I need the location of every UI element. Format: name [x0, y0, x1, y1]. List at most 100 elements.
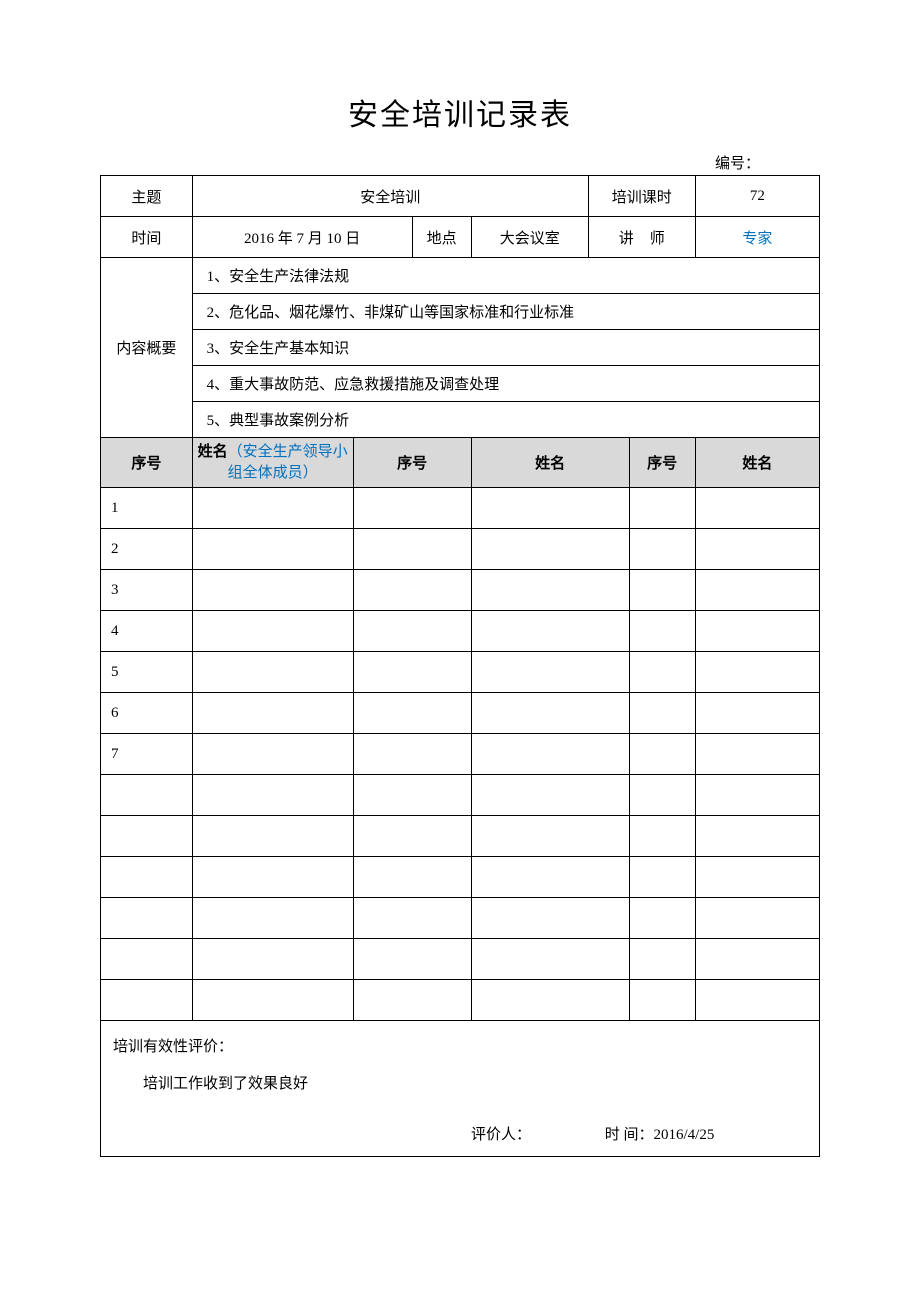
- row-seq: [353, 775, 471, 816]
- row-seq: [353, 980, 471, 1021]
- evaluation-time-value: 2016/4/25: [654, 1127, 715, 1144]
- row-seq: [629, 570, 695, 611]
- row-seq: [353, 693, 471, 734]
- header-seq-3: 序号: [629, 438, 695, 488]
- row-name: [695, 980, 819, 1021]
- evaluation-footer: 评价人： 时 间：2016/4/25: [471, 1123, 799, 1144]
- topic-value: 安全培训: [192, 176, 588, 217]
- content-item-1: 1、安全生产法律法规: [192, 258, 819, 294]
- time-label: 时间: [101, 217, 193, 258]
- row-name: [471, 570, 629, 611]
- row-seq: [353, 529, 471, 570]
- row-name: [471, 980, 629, 1021]
- place-label: 地点: [412, 217, 471, 258]
- row-seq: [353, 734, 471, 775]
- header-seq-2: 序号: [353, 438, 471, 488]
- row-seq: [353, 488, 471, 529]
- row-seq: [353, 857, 471, 898]
- row-seq: [353, 652, 471, 693]
- row-seq: 7: [101, 734, 193, 775]
- row-name: [471, 857, 629, 898]
- lecturer-label: 讲师: [588, 217, 695, 258]
- row-seq: [629, 980, 695, 1021]
- row-seq: [629, 652, 695, 693]
- time-value: 2016 年 7 月 10 日: [192, 217, 412, 258]
- row-name: [695, 816, 819, 857]
- lecturer-value: 专家: [695, 217, 819, 258]
- row-name: [192, 857, 353, 898]
- row-name: [471, 529, 629, 570]
- row-seq: [353, 570, 471, 611]
- row-seq: 3: [101, 570, 193, 611]
- row-seq: [101, 816, 193, 857]
- row-seq: [629, 816, 695, 857]
- page-title: 安全培训记录表: [100, 90, 820, 134]
- row-name: [471, 775, 629, 816]
- row-seq: [629, 529, 695, 570]
- row-name: [471, 693, 629, 734]
- row-seq: 5: [101, 652, 193, 693]
- row-seq: [101, 857, 193, 898]
- row-name: [192, 775, 353, 816]
- row-name: [471, 898, 629, 939]
- row-seq: 6: [101, 693, 193, 734]
- content-item-3: 3、安全生产基本知识: [192, 330, 819, 366]
- row-seq: [629, 775, 695, 816]
- row-seq: [629, 488, 695, 529]
- row-name: [695, 570, 819, 611]
- row-seq: [101, 775, 193, 816]
- row-name: [192, 611, 353, 652]
- row-name: [192, 816, 353, 857]
- row-seq: [101, 939, 193, 980]
- row-seq: [629, 611, 695, 652]
- place-value: 大会议室: [471, 217, 588, 258]
- header-name-3: 姓名: [695, 438, 819, 488]
- doc-number-label: 编号：: [100, 152, 820, 173]
- row-name: [192, 980, 353, 1021]
- content-item-5: 5、典型事故案例分析: [192, 402, 819, 438]
- row-seq: 4: [101, 611, 193, 652]
- row-name: [192, 734, 353, 775]
- row-seq: 2: [101, 529, 193, 570]
- row-seq: [101, 898, 193, 939]
- row-name: [695, 693, 819, 734]
- row-seq: [101, 980, 193, 1021]
- row-name: [695, 775, 819, 816]
- row-name: [471, 611, 629, 652]
- row-name: [192, 898, 353, 939]
- row-name: [695, 652, 819, 693]
- row-name: [192, 529, 353, 570]
- evaluation-cell: 培训有效性评价： 培训工作收到了效果良好 评价人： 时 间：2016/4/25: [101, 1021, 820, 1157]
- row-seq: [629, 734, 695, 775]
- evaluator-label: 评价人：: [471, 1123, 601, 1144]
- row-name: [471, 652, 629, 693]
- row-seq: [629, 857, 695, 898]
- topic-label: 主题: [101, 176, 193, 217]
- row-name: [192, 488, 353, 529]
- row-name: [192, 693, 353, 734]
- row-seq: [353, 939, 471, 980]
- content-summary-label: 内容概要: [101, 258, 193, 438]
- row-seq: 1: [101, 488, 193, 529]
- header-seq-1: 序号: [101, 438, 193, 488]
- header-name-2: 姓名: [471, 438, 629, 488]
- row-name: [192, 939, 353, 980]
- row-seq: [353, 898, 471, 939]
- row-name: [471, 734, 629, 775]
- row-seq: [629, 693, 695, 734]
- row-name: [695, 529, 819, 570]
- header-name-1: 姓名（安全生产领导小组全体成员）: [192, 438, 353, 488]
- evaluation-time-label: 时 间：: [605, 1123, 654, 1144]
- row-name: [695, 611, 819, 652]
- row-seq: [629, 939, 695, 980]
- row-name: [471, 488, 629, 529]
- row-seq: [353, 816, 471, 857]
- row-name: [695, 939, 819, 980]
- hours-value: 72: [695, 176, 819, 217]
- row-seq: [353, 611, 471, 652]
- content-item-2: 2、危化品、烟花爆竹、非煤矿山等国家标准和行业标准: [192, 294, 819, 330]
- row-seq: [629, 898, 695, 939]
- evaluation-title: 培训有效性评价：: [113, 1035, 807, 1056]
- content-item-4: 4、重大事故防范、应急救援措施及调查处理: [192, 366, 819, 402]
- hours-label: 培训课时: [588, 176, 695, 217]
